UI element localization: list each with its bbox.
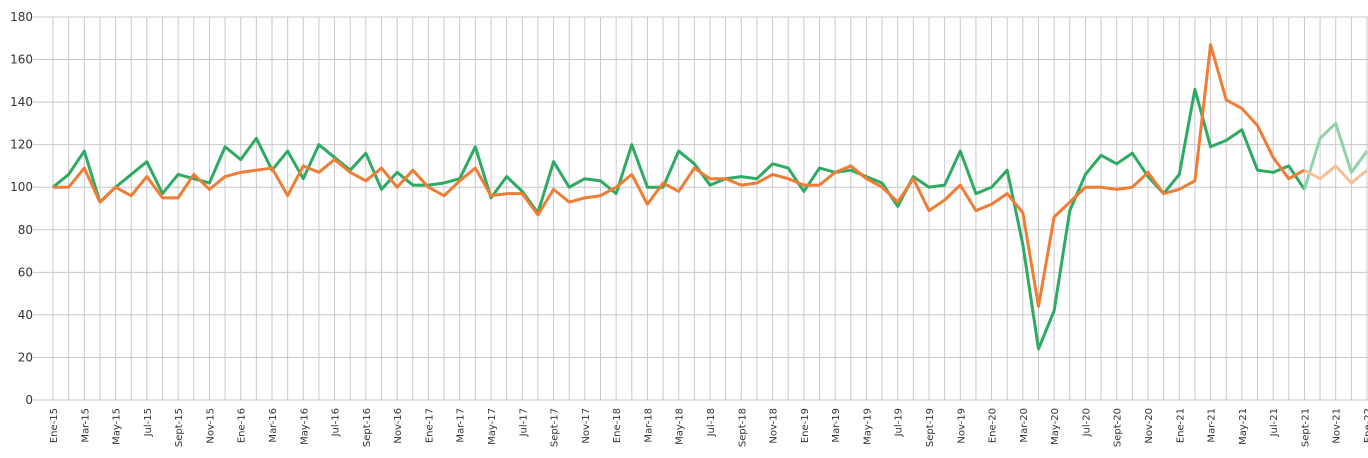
x-tick-label: Sept-18 — [737, 408, 748, 447]
series-line-faded — [1302, 121, 1368, 190]
x-tick-label: May-19 — [862, 408, 873, 445]
x-tick-label: Mar-18 — [643, 408, 654, 443]
x-tick-label: Ene-19 — [800, 408, 811, 443]
x-tick-label: Sept-20 — [1113, 408, 1124, 447]
y-tick-label: 60 — [18, 265, 33, 279]
x-tick-label: May-18 — [675, 408, 686, 445]
x-tick-label: Sept-16 — [362, 408, 373, 447]
y-tick-label: 180 — [10, 10, 33, 24]
x-tick-label: Mar-16 — [268, 408, 279, 443]
x-tick-label: Sept-15 — [174, 408, 185, 447]
x-tick-label: Jul-15 — [143, 408, 154, 437]
x-tick-label: Nov-16 — [393, 408, 404, 444]
y-tick-label: 0 — [25, 393, 33, 407]
x-tick-label: May-17 — [487, 408, 498, 445]
x-tick-label: May-16 — [299, 408, 310, 445]
x-tick-label: Nov-17 — [581, 408, 592, 444]
x-tick-label: Nov-19 — [956, 408, 967, 444]
y-tick-label: 120 — [10, 138, 33, 152]
x-tick-label: Ene-22 — [1363, 408, 1368, 443]
x-tick-label: Jul-19 — [894, 408, 905, 437]
x-tick-label: Nov-18 — [769, 408, 780, 444]
x-tick-label: May-20 — [1050, 408, 1061, 445]
x-tick-label: Nov-20 — [1144, 408, 1155, 444]
x-tick-label: May-15 — [112, 408, 123, 445]
x-tick-label: Sept-19 — [925, 408, 936, 447]
x-tick-label: Mar-17 — [456, 408, 467, 443]
x-tick-label: Mar-15 — [80, 408, 91, 443]
x-tick-label: Ene-18 — [612, 408, 623, 443]
y-tick-label: 160 — [10, 53, 33, 67]
x-tick-label: Ene-20 — [988, 408, 999, 443]
x-tick-label: May-21 — [1238, 408, 1249, 445]
x-tick-label: Jul-21 — [1269, 408, 1280, 437]
y-tick-label: 40 — [18, 308, 33, 322]
x-tick-label: Nov-15 — [205, 408, 216, 444]
x-tick-label: Mar-20 — [1019, 408, 1030, 443]
x-tick-label: Ene-21 — [1175, 408, 1186, 443]
y-tick-label: 20 — [18, 350, 33, 364]
x-tick-label: Jul-18 — [706, 408, 717, 437]
series-line-faded — [1303, 164, 1368, 185]
x-tick-label: Sept-17 — [550, 408, 561, 447]
x-tick-label: Nov-21 — [1332, 408, 1343, 444]
y-tick-label: 80 — [18, 223, 33, 237]
x-tick-label: Jul-16 — [331, 408, 342, 437]
series-line — [53, 43, 1306, 308]
x-tick-label: Mar-21 — [1207, 408, 1218, 443]
x-tick-label: Jul-17 — [518, 408, 529, 437]
y-tick-label: 140 — [10, 95, 33, 109]
x-tick-label: Ene-16 — [237, 408, 248, 443]
x-tick-label: Ene-17 — [424, 408, 435, 443]
x-tick-label: Jul-20 — [1081, 408, 1092, 437]
x-tick-label: Ene-15 — [49, 408, 60, 443]
series-line — [52, 87, 1306, 351]
x-tick-label: Mar-19 — [831, 408, 842, 443]
y-tick-label: 100 — [10, 180, 33, 194]
x-tick-label: Sept-21 — [1300, 408, 1311, 447]
